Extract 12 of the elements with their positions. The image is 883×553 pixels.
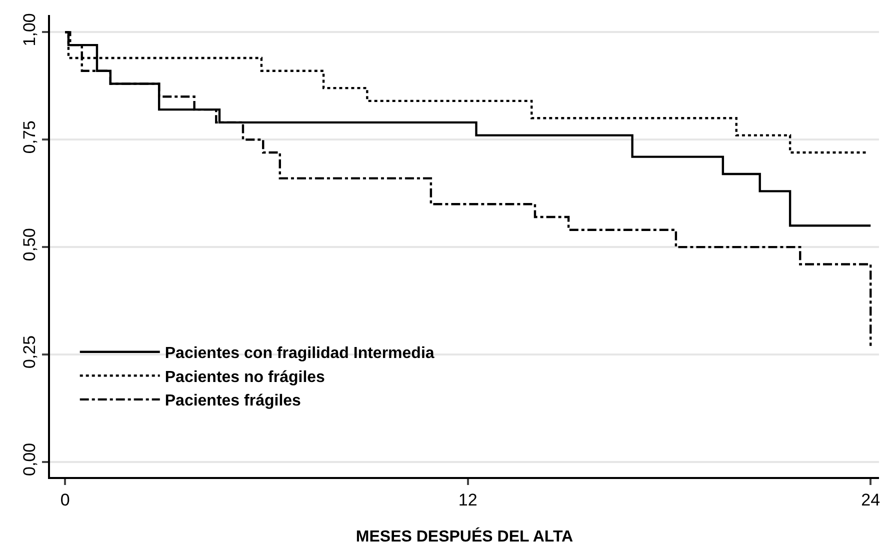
y-tick-label: 0,00 bbox=[20, 442, 40, 476]
x-tick-label: 24 bbox=[861, 490, 880, 510]
y-tick-label: 0,25 bbox=[20, 335, 40, 369]
legend-label: Pacientes con fragilidad Intermedia bbox=[164, 345, 434, 362]
x-axis-title: MESES DESPUÉS DEL ALTA bbox=[356, 526, 574, 546]
legend-label: Pacientes no frágiles bbox=[164, 368, 326, 386]
y-tick-label: 0,75 bbox=[20, 120, 40, 154]
y-tick-label: 1,00 bbox=[20, 13, 40, 46]
y-tick-label: 0,50 bbox=[20, 228, 40, 262]
x-tick-label: 0 bbox=[60, 490, 70, 510]
legend-label: Pacientes frágiles bbox=[164, 392, 302, 410]
x-tick-label: 12 bbox=[458, 490, 478, 510]
